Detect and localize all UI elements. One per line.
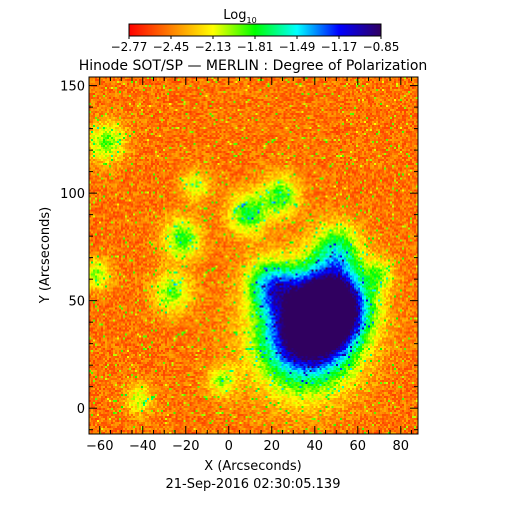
y-axis-label: Y (Arcseconds) bbox=[38, 207, 53, 304]
polarization-map bbox=[89, 77, 418, 434]
y-axis: 0 50 100 150 bbox=[60, 80, 418, 431]
x-axis-label: X (Arcseconds) bbox=[204, 459, 301, 474]
x-tick-label: 80 bbox=[393, 439, 410, 454]
colorbar-tick-label: −1.17 bbox=[321, 40, 358, 54]
x-tick-label: −40 bbox=[129, 439, 156, 454]
y-tick-label: 0 bbox=[77, 402, 85, 417]
colorbar: Log10 −2.77 −2.45 −2.13 −1.81 −1.49 −1.17 −0.8… bbox=[111, 8, 400, 54]
y-tick-label: 100 bbox=[60, 187, 85, 202]
colorbar-tick-label: −2.77 bbox=[111, 40, 148, 54]
x-axis: −60 −40 −20 0 20 40 60 80 bbox=[86, 77, 413, 454]
x-tick-label: 60 bbox=[350, 439, 367, 454]
x-tick-label: 0 bbox=[225, 439, 233, 454]
x-tick-label: 20 bbox=[264, 439, 281, 454]
colorbar-tick-label: −1.81 bbox=[237, 40, 274, 54]
x-tick-label: 40 bbox=[307, 439, 324, 454]
plot-frame bbox=[88, 76, 419, 435]
colorbar-tick-label: −2.13 bbox=[195, 40, 232, 54]
chart-title: Hinode SOT/SP — MERLIN : Degree of Polar… bbox=[79, 58, 428, 74]
y-tick-label: 50 bbox=[68, 295, 85, 310]
plot-area: −60 −40 −20 0 20 40 60 80 0 50 100 150 bbox=[60, 76, 419, 454]
x-tick-label: −60 bbox=[86, 439, 113, 454]
colorbar-label-subscript: 10 bbox=[247, 16, 257, 25]
colorbar-tick-label: −2.45 bbox=[153, 40, 190, 54]
colorbar-tick-labels: −2.77 −2.45 −2.13 −1.81 −1.49 −1.17 −0.85 bbox=[111, 36, 400, 54]
colorbar-gradient bbox=[128, 23, 382, 37]
colorbar-label: Log10 bbox=[223, 8, 256, 25]
colorbar-tick-label: −1.49 bbox=[279, 40, 316, 54]
x-tick-label: −20 bbox=[172, 439, 199, 454]
timestamp: 21-Sep-2016 02:30:05.139 bbox=[166, 477, 341, 492]
y-tick-label: 150 bbox=[60, 80, 85, 95]
colorbar-tick-label: −0.85 bbox=[363, 40, 400, 54]
